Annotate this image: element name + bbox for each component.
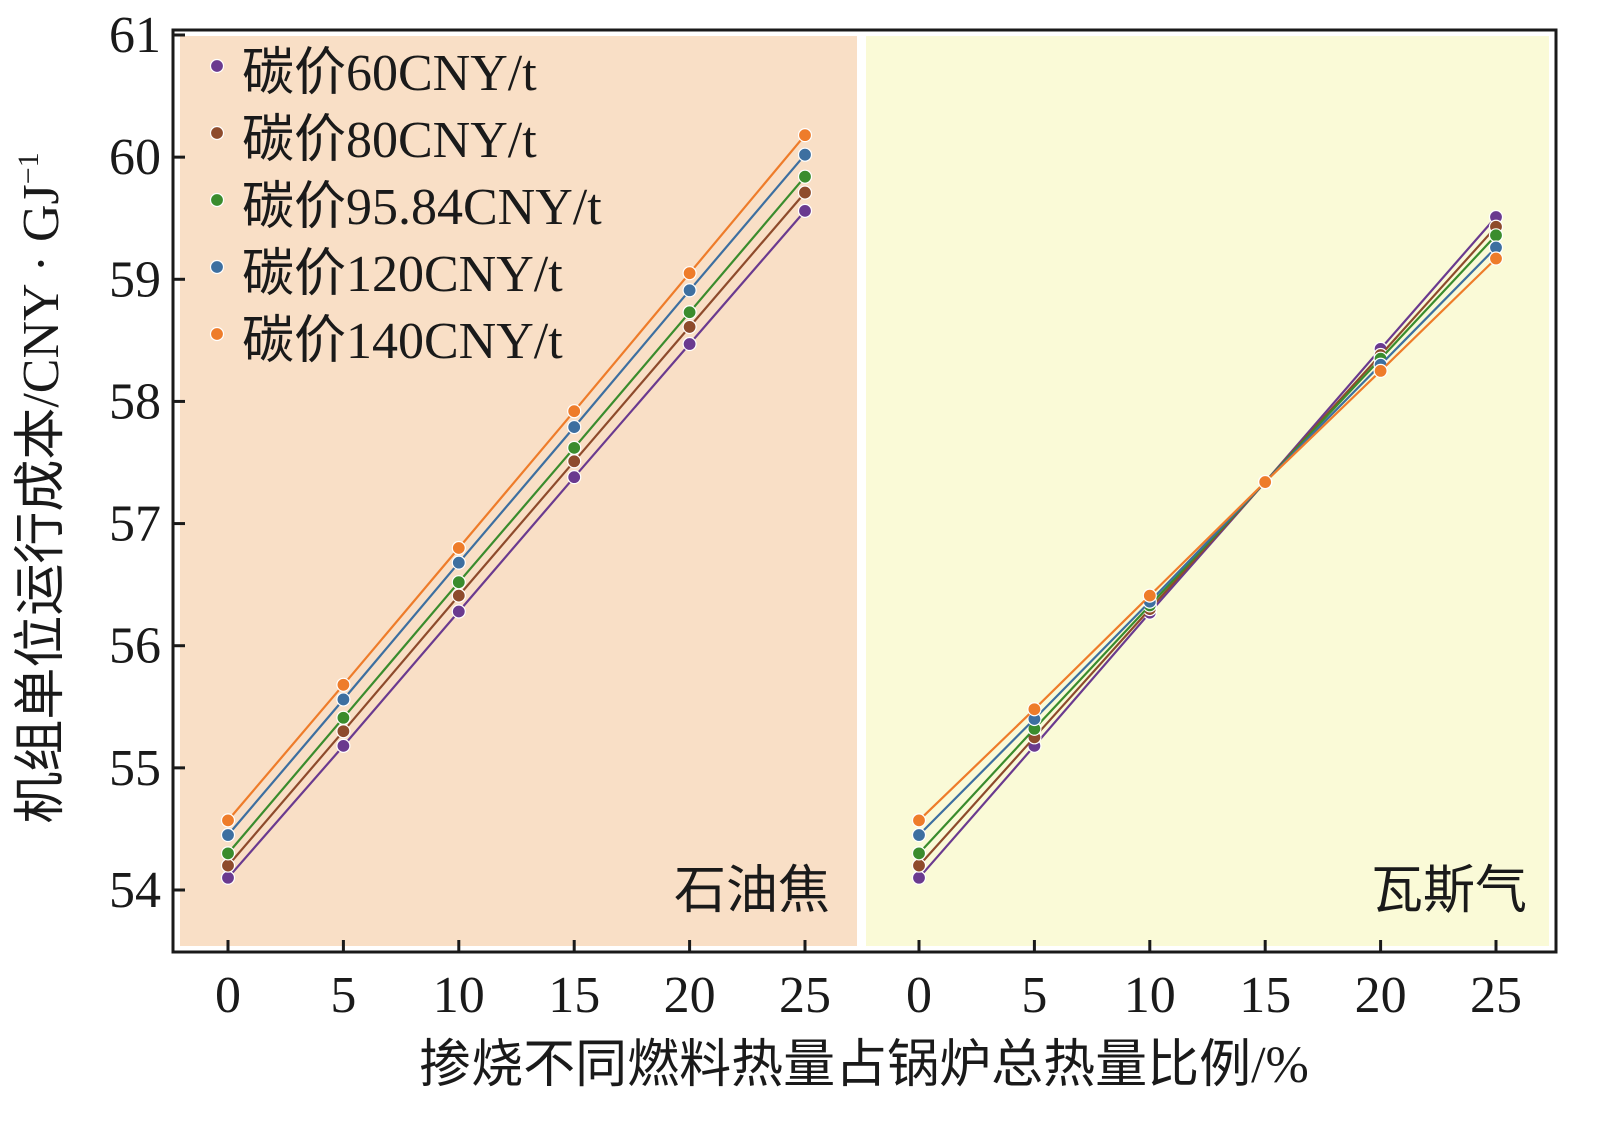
x-tick-label: 5: [330, 967, 356, 1024]
legend-marker: [209, 259, 225, 275]
data-point: [220, 846, 236, 861]
series-line: [918, 226, 1497, 867]
series-line: [918, 234, 1497, 855]
y-tick-label: 58: [109, 373, 161, 430]
data-point: [567, 440, 582, 455]
x-tick-label: 25: [1470, 967, 1522, 1024]
legend-marker: [209, 192, 225, 208]
data-point: [451, 575, 466, 590]
data-point: [567, 419, 582, 435]
data-point: [220, 870, 236, 885]
y-tick-label: 54: [109, 862, 161, 919]
y-tick-label: 60: [109, 129, 161, 186]
data-point: [567, 454, 582, 469]
data-point: [451, 540, 466, 556]
legend-marker: [209, 58, 225, 74]
series-line: [918, 246, 1497, 836]
data-point: [336, 724, 351, 739]
data-point: [567, 470, 582, 485]
series-line: [227, 175, 806, 855]
data-point: [451, 588, 466, 603]
data-point: [682, 336, 697, 352]
panel-label: 石油焦: [674, 863, 830, 920]
legend-label: 碳价120CNY/t: [242, 246, 563, 303]
series-line: [227, 191, 806, 867]
legend-label: 碳价140CNY/t: [242, 313, 563, 370]
data-point: [911, 870, 927, 885]
data-point: [911, 858, 927, 873]
data-point: [1258, 474, 1273, 490]
data-point: [682, 305, 697, 320]
data-point: [220, 827, 236, 843]
data-point: [682, 283, 697, 298]
data-point: [797, 128, 813, 143]
data-point: [1142, 588, 1157, 603]
data-point: [1488, 251, 1504, 266]
x-axis-title: 掺烧不同燃料热量占锅炉总热量比例/%: [419, 1037, 1309, 1094]
x-tick-label: 25: [779, 967, 831, 1024]
y-tick-label: 55: [109, 740, 161, 797]
data-point: [220, 858, 236, 873]
y-tick-label: 59: [109, 251, 161, 308]
panel-backgrounds: [180, 36, 1549, 946]
panel-background: [866, 36, 1549, 946]
panel-labels: 石油焦 瓦斯气: [674, 863, 1527, 920]
data-point: [336, 677, 351, 692]
legend-label: 碳价95.84CNY/t: [242, 179, 602, 236]
data-point: [567, 404, 582, 419]
series-layer: [220, 128, 1504, 885]
data-point: [1488, 228, 1504, 243]
data-point: [797, 185, 813, 200]
legend-label: 碳价80CNY/t: [242, 112, 537, 169]
data-point: [1027, 702, 1042, 717]
data-point: [451, 604, 466, 619]
legend-marker: [209, 125, 225, 141]
data-point: [451, 555, 466, 570]
series-line: [918, 216, 1497, 879]
x-tick-label: 15: [548, 967, 600, 1024]
x-tick-label: 10: [433, 967, 485, 1024]
x-tick-label: 20: [664, 967, 716, 1024]
series-line: [918, 257, 1497, 822]
data-point: [797, 169, 813, 184]
data-point: [797, 203, 813, 218]
x-tick-label: 20: [1355, 967, 1407, 1024]
x-tick-label: 0: [906, 967, 932, 1024]
x-tick-label: 10: [1124, 967, 1176, 1024]
x-tick-label: 0: [215, 967, 241, 1024]
y-tick-label: 57: [109, 496, 161, 553]
series-line: [227, 153, 806, 836]
data-point: [682, 266, 697, 281]
data-point: [336, 738, 351, 753]
data-point: [220, 813, 236, 828]
data-point: [1373, 363, 1388, 378]
data-point: [911, 813, 927, 828]
plot-frame: [171, 28, 1558, 954]
series-line: [227, 210, 806, 879]
data-point: [797, 147, 813, 162]
legend-label: 碳价60CNY/t: [242, 45, 537, 102]
data-point: [336, 710, 351, 725]
panel-label: 瓦斯气: [1371, 863, 1527, 920]
x-tick-label: 15: [1239, 967, 1291, 1024]
data-point: [911, 846, 927, 861]
data-point: [682, 319, 697, 335]
y-tick-label: 61: [109, 7, 161, 64]
data-point: [336, 692, 351, 707]
axes: 54 55 56 57 58 59 60 61 0 5 10 15 20 25 0 5 10 15 20 25: [109, 7, 1522, 1024]
data-point: [911, 827, 927, 843]
y-tick-label: 56: [109, 618, 161, 675]
legend-marker: [209, 326, 225, 342]
y-axis-title: 机组单位运行成本/CNY · GJ−1: [12, 152, 70, 823]
legend: 碳价60CNY/t 碳价80CNY/t 碳价95.84CNY/t 碳价120CNY/t…: [209, 45, 602, 370]
y-axis-title-superscript: −1: [12, 152, 45, 184]
x-tick-label: 5: [1021, 967, 1047, 1024]
series-line: [227, 134, 806, 822]
